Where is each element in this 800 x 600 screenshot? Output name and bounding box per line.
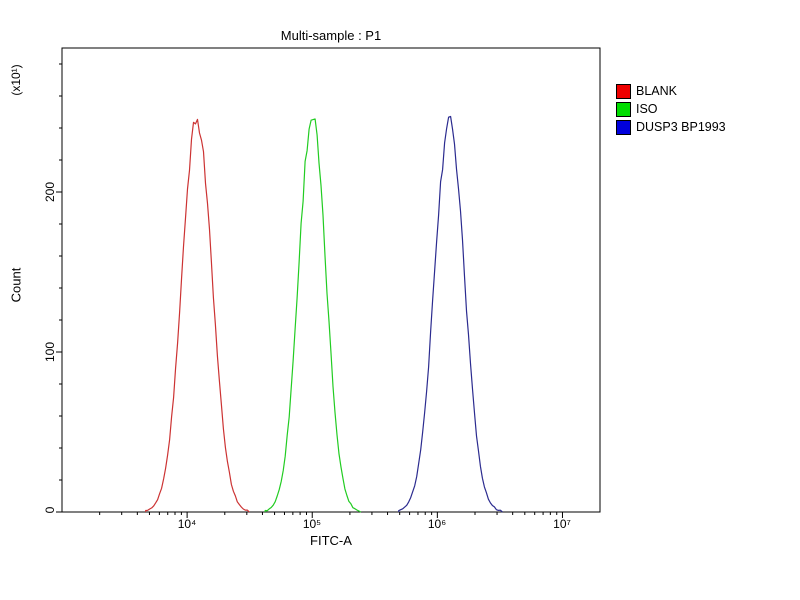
chart-title: Multi-sample : P1	[280, 28, 382, 43]
legend-label-dusp3: DUSP3 BP1993	[636, 120, 726, 134]
legend-item-dusp3: DUSP3 BP1993	[616, 120, 726, 135]
plot-border	[61, 47, 601, 513]
legend-item-blank: BLANK	[616, 84, 726, 99]
legend-item-iso: ISO	[616, 102, 726, 117]
legend-label-blank: BLANK	[636, 84, 677, 98]
legend-label-iso: ISO	[636, 102, 658, 116]
y-tick-label-100: 100	[43, 341, 57, 363]
y-axis-label: Count	[8, 267, 24, 303]
y-tick-label-0: 0	[43, 506, 57, 514]
legend: BLANK ISO DUSP3 BP1993	[616, 84, 726, 138]
x-tick-label-1e6: 10⁶	[427, 517, 447, 531]
series-curve-iso	[264, 118, 362, 513]
legend-swatch-blank	[616, 84, 631, 99]
series-curve-blank	[145, 118, 250, 513]
legend-swatch-dusp3	[616, 120, 631, 135]
legend-swatch-iso	[616, 102, 631, 117]
x-tick-label-1e4: 10⁴	[177, 517, 197, 531]
series-curve-dusp3-bp1993	[398, 115, 503, 513]
x-axis-label: FITC-A	[310, 533, 352, 548]
y-axis-unit: (x10¹)	[9, 64, 23, 96]
x-tick-label-1e7: 10⁷	[553, 517, 571, 531]
y-tick-label-200: 200	[43, 181, 57, 203]
x-tick-label-1e5: 10⁵	[302, 517, 322, 531]
